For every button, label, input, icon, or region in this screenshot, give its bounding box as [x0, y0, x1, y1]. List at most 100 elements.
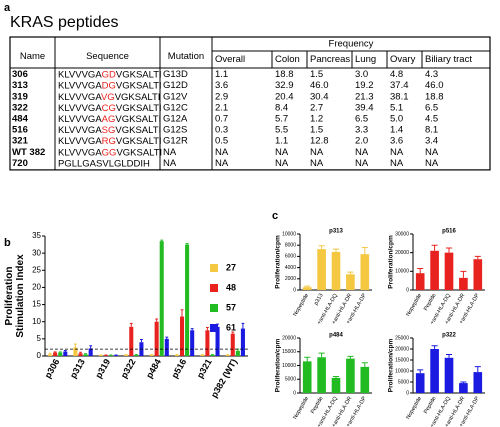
sequence: KLVVVGAGGVGKSALTI — [58, 147, 162, 158]
panel-label: a — [4, 2, 11, 14]
sequence-part: VGKSALTI — [115, 113, 161, 124]
bar — [346, 358, 355, 393]
y-axis-label: Proliferation/cpm — [388, 235, 395, 289]
x-tick-label: Peptide — [423, 293, 438, 312]
error-bar — [84, 353, 88, 355]
frequency: NA — [390, 147, 404, 158]
frequency: NA — [425, 147, 439, 158]
sequence: KLVVVGASGVGKSALTI — [58, 125, 161, 136]
y-tick-label: 10000 — [395, 269, 409, 275]
bar — [444, 252, 454, 290]
frequency: 20.4 — [275, 91, 294, 102]
y-tick-label: 30 — [32, 248, 41, 257]
column-header: Pancreas — [310, 54, 350, 65]
frequency: 18.8 — [275, 69, 294, 80]
frequency: 4.3 — [425, 69, 438, 80]
column-header: Biliary tract — [425, 54, 472, 65]
frequency: 3.4 — [425, 136, 438, 147]
error-bar — [332, 376, 340, 378]
bar — [302, 361, 312, 393]
bar — [235, 350, 240, 356]
legend-swatch — [210, 304, 218, 312]
error-bar — [460, 270, 467, 278]
frequency: NA — [390, 158, 404, 169]
x-tick-label: p516 — [169, 357, 188, 380]
y-tick-label: 10000 — [282, 231, 296, 237]
mutated-residues: VG — [101, 91, 115, 102]
x-tick-label: Nopeptide — [405, 396, 423, 421]
sequence-part: KLVVVGA — [58, 80, 102, 91]
bar — [317, 357, 326, 393]
error-bar — [155, 318, 159, 322]
bar — [53, 352, 58, 356]
mutation: NA — [163, 147, 177, 158]
error-bar — [474, 366, 481, 373]
y-tick-label: 15000 — [282, 349, 296, 355]
panel-label: b — [4, 237, 11, 249]
y-axis-label: Proliferation/cpm — [275, 235, 282, 289]
sequence-part: KLVVVGA — [58, 136, 102, 147]
frequency: 5.1 — [390, 102, 403, 113]
bar — [58, 352, 63, 356]
y-tick-label: 20000 — [282, 335, 296, 341]
sequence-part: KLVVVGA — [58, 125, 102, 136]
y-tick-label: 2000 — [285, 276, 296, 282]
frequency: 3.6 — [215, 80, 228, 91]
sequence-part: VGKSALTI — [115, 91, 161, 102]
mutation: G12C — [163, 102, 188, 113]
legend-label: 57 — [226, 302, 236, 312]
frequency: 46.0 — [425, 80, 444, 91]
error-bar — [140, 339, 143, 343]
frequency: 2.9 — [215, 91, 228, 102]
bar — [473, 259, 483, 290]
mutation: G12A — [163, 113, 188, 124]
sequence: KLVVVGARGVGKSALTI — [58, 136, 162, 147]
legend-swatch — [210, 264, 218, 272]
bar — [200, 354, 205, 356]
mutation: NA — [163, 158, 177, 169]
bar — [459, 277, 468, 290]
bar — [134, 354, 139, 356]
error-bar — [205, 327, 209, 331]
frequency: 18.8 — [425, 91, 444, 102]
y-tick-label: 20 — [32, 283, 41, 292]
mutation: G12D — [163, 80, 188, 91]
x-tick-label: Nopeptide — [292, 293, 310, 318]
group-header: Frequency — [329, 39, 374, 50]
frequency: 3.0 — [355, 69, 368, 80]
bar — [210, 354, 215, 356]
frequency: NA — [425, 158, 439, 169]
x-tick-label: Nopeptide — [405, 293, 423, 318]
error-bar — [445, 247, 453, 253]
sequence: PGLLGASVLGLDDIH — [58, 158, 150, 169]
panel-label: c — [272, 210, 278, 222]
legend-label: 48 — [226, 282, 236, 292]
bar — [78, 353, 83, 356]
y-tick-label: 10000 — [282, 363, 296, 369]
y-tick-label: 15000 — [395, 357, 409, 363]
bar — [215, 326, 220, 356]
mutated-residues: GD — [102, 69, 116, 80]
bar — [149, 354, 154, 356]
mutated-residues: CG — [102, 102, 116, 113]
error-bar — [361, 362, 368, 367]
frequency: 1.1 — [275, 136, 288, 147]
bar — [179, 316, 185, 356]
error-bar — [474, 255, 481, 260]
error-bar — [318, 245, 325, 250]
bar — [164, 338, 169, 356]
sequence-part: VGKSALTI — [116, 136, 162, 147]
sequence-part: VGKSALTI — [116, 147, 162, 158]
bar — [154, 321, 159, 356]
mutated-residues: RG — [102, 136, 116, 147]
error-bar — [190, 328, 194, 331]
sequence: KLVVVGACGVGKSALTI — [58, 102, 162, 113]
sequence-part: VGKSALTI — [116, 69, 162, 80]
column-header: Sequence — [86, 51, 129, 62]
frequency: 4.8 — [390, 69, 403, 80]
error-bar — [63, 350, 67, 352]
error-bar — [460, 381, 467, 384]
table-border — [9, 36, 491, 171]
mutated-residues: GG — [102, 147, 117, 158]
y-axis-label: Proliferation/cpm — [275, 339, 282, 393]
